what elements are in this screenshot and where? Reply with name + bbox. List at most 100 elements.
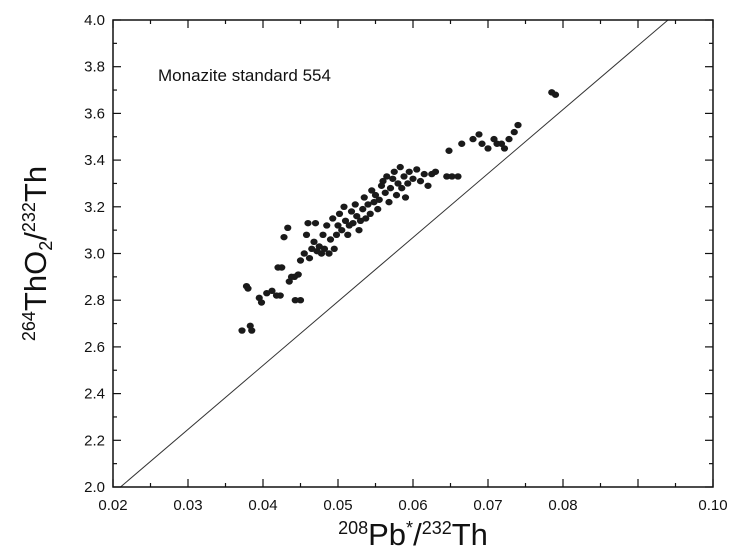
data-point [448,173,456,180]
data-point [364,201,372,208]
data-point [278,264,286,271]
data-point [401,194,410,201]
data-point [341,217,350,225]
data-point [381,189,389,196]
data-point [332,231,341,239]
data-point [375,196,383,203]
x-axis-title-sup1: 208 [338,518,368,538]
data-point [280,233,288,241]
data-point [329,215,337,222]
data-point [484,145,492,152]
data-point [347,208,356,215]
data-point [238,327,246,334]
data-point [296,257,305,264]
data-point [291,297,299,304]
y-axis-title-sub: 2 [36,241,56,251]
regression-line [120,19,669,488]
y-tick-label: 3.2 [84,199,105,216]
data-point [320,245,329,253]
data-point [366,210,374,218]
data-point [454,173,462,180]
data-point [392,191,401,199]
data-point [368,187,376,194]
data-point [248,327,256,334]
data-point [344,231,352,239]
y-tick-label: 3.8 [84,59,105,76]
data-point [490,135,498,143]
y-axis-title-sup1: 264 [19,311,39,341]
x-axis-title-base2: Th [452,517,488,552]
y-tick-label: 2.8 [84,292,105,309]
data-point [334,222,342,229]
data-point [386,184,395,192]
data-point [355,226,363,234]
y-tick-label: 2.6 [84,339,105,356]
data-point [326,236,335,243]
x-axis-title-mid: / [413,517,422,552]
data-point [383,173,391,180]
annotation-label: Monazite standard 554 [158,66,331,85]
data-point [405,168,413,175]
data-point [244,285,252,292]
data-point [505,135,513,143]
data-point [400,173,408,180]
x-axis-title-base1: Pb [368,517,406,552]
data-point [469,135,477,143]
y-tick-label: 3.0 [84,246,105,263]
x-tick-label: 0.05 [323,497,352,514]
points-layer [238,89,560,334]
data-point [360,194,368,201]
data-point [385,198,393,206]
data-point [409,175,417,182]
y-tick-label: 2.2 [84,432,105,449]
x-tick-label: 0.07 [473,497,502,514]
data-point [394,180,402,187]
data-point [374,205,382,213]
data-point [500,145,509,152]
x-tick-label: 0.08 [548,497,577,514]
data-point [276,292,284,299]
data-point [424,182,432,189]
data-point [478,140,486,147]
x-axis-title: 208Pb*/232Th [338,517,488,552]
data-point [310,238,318,246]
data-point [420,170,428,178]
data-point [257,299,266,306]
data-point [359,205,367,213]
y-tick-label: 2.0 [84,479,105,496]
data-point [304,219,312,227]
data-point [514,121,522,129]
data-point [379,177,387,185]
y-tick-label: 3.4 [84,152,105,169]
data-point [330,245,338,253]
data-point [497,140,506,147]
data-point [335,210,344,218]
data-point [311,219,320,227]
y-axis-title-base1: ThO [18,251,53,311]
data-point [284,224,292,232]
data-point [325,250,333,257]
data-point [510,128,518,136]
data-point [551,91,560,98]
x-axis-title-sup3: 232 [422,518,452,538]
data-point [396,163,404,171]
data-point [317,250,326,257]
data-point [305,254,314,262]
y-axis-title-base2: Th [18,166,53,202]
data-point [353,212,361,220]
data-point [294,271,302,278]
data-point [319,231,327,239]
tick-labels: 0.02 0.03 0.04 0.05 0.06 0.07 0.08 0.10 2.0 2.2 2.… [84,12,727,514]
y-axis-title-mid: / [18,232,53,241]
y-axis-title-sup2: 232 [19,202,39,232]
x-tick-label: 0.03 [173,497,202,514]
data-point [458,140,466,147]
x-tick-label: 0.06 [398,497,427,514]
y-axis-title: 264ThO2/232Th [18,166,56,341]
y-tick-label: 4.0 [84,12,105,29]
data-point [351,201,359,208]
data-point [443,173,451,180]
data-point [371,191,380,199]
data-point [338,226,346,234]
